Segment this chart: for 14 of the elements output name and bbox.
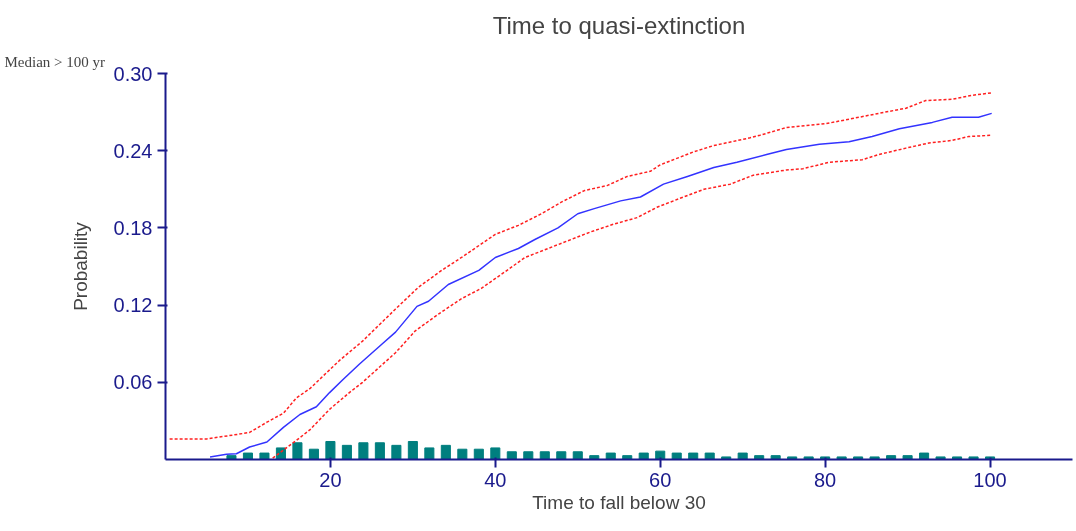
x-axis-title: Time to fall below 30 (532, 491, 706, 513)
x-tick-label: 20 (319, 468, 342, 491)
y-tick-label: 0.24 (113, 139, 153, 162)
text: Median > 100 yr (4, 53, 106, 70)
y-tick-label: 0.18 (113, 216, 153, 239)
y-tick-label: 0.30 (113, 62, 153, 85)
y-tick-label: 0.06 (113, 371, 153, 394)
x-tick-label: 40 (484, 468, 507, 491)
x-tick-label: 100 (973, 468, 1007, 491)
y-tick-label: 0.12 (113, 294, 153, 317)
x-tick-label: 80 (814, 468, 837, 491)
x-tick-label: 60 (649, 468, 672, 491)
chart-title: Time to quasi-extinction (492, 11, 746, 39)
y-axis-title: Probability (69, 221, 91, 311)
